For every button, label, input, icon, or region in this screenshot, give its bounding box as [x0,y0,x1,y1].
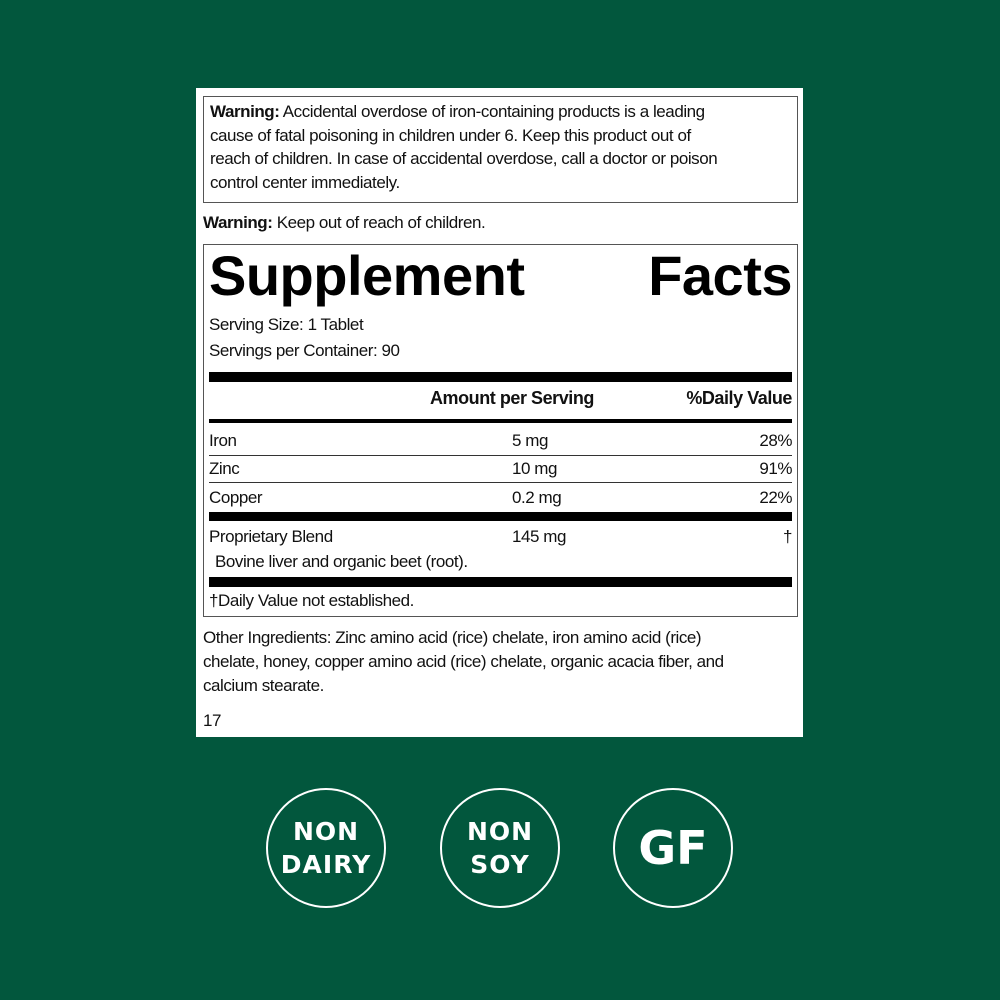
supplement-facts-title-right: Facts [648,244,792,307]
row-divider [209,482,792,483]
blend-name: Proprietary Blend [209,527,333,546]
serving-size: Serving Size: 1 Tablet [209,315,364,334]
medium-divider [209,419,792,423]
nutrient-name: Iron [209,431,237,450]
badge-text: NON [466,817,534,846]
other-ingredients-line: calcium stearate. [203,676,324,695]
header-amount: Amount per Serving [430,388,594,408]
nutrient-amount: 0.2 mg [512,488,562,507]
footnote: †Daily Value not established. [209,591,414,610]
label-code: 17 [203,711,222,730]
nutrient-amount: 10 mg [512,459,557,478]
warning-label: Warning: [203,213,273,232]
thick-divider [209,577,792,587]
nutrient-amount: 5 mg [512,431,548,450]
badge-text: DAIRY [280,850,372,879]
blend-detail: Bovine liver and organic beet (root). [215,552,468,571]
thick-divider [209,512,792,521]
nutrient-dv: 28% [759,431,792,450]
badge-text: GF [638,821,708,875]
supplement-label-panel: Warning: Accidental overdose of iron-con… [196,88,803,737]
badge-text: NON [292,817,360,846]
nutrient-name: Zinc [209,459,240,478]
warning-label: Warning: [210,102,280,121]
header-daily-value: %Daily Value [686,388,792,408]
iron-warning-box [203,96,798,203]
badge-text: SOY [470,850,530,879]
iron-warning-line-4: control center immediately. [210,173,400,192]
supplement-facts-box [203,244,798,617]
blend-amount: 145 mg [512,527,567,546]
gluten-free-badge: GF [613,788,733,908]
iron-warning-line-1: Warning: Accidental overdose of iron-con… [210,101,705,123]
blend-dv: † [782,527,792,546]
nutrient-dv: 91% [759,459,792,478]
other-ingredients-line: Other Ingredients: Zinc amino acid (rice… [203,628,702,647]
nutrient-dv: 22% [759,488,792,507]
nutrient-name: Copper [209,488,263,507]
non-dairy-badge: NON DAIRY [266,788,386,908]
other-ingredients-line: chelate, honey, copper amino acid (rice)… [203,652,724,671]
children-warning: Warning: Keep out of reach of children. [203,212,486,234]
servings-per-container: Servings per Container: 90 [209,341,400,360]
thick-divider [209,372,792,382]
supplement-facts-title-left: Supplement [209,244,525,307]
iron-warning-line-3: reach of children. In case of accidental… [210,149,718,168]
row-divider [209,455,792,456]
iron-warning-line-2: cause of fatal poisoning in children und… [210,126,691,145]
non-soy-badge: NON SOY [440,788,560,908]
warning-text: Accidental overdose of iron-containing p… [279,102,705,121]
warning-text: Keep out of reach of children. [272,213,486,232]
